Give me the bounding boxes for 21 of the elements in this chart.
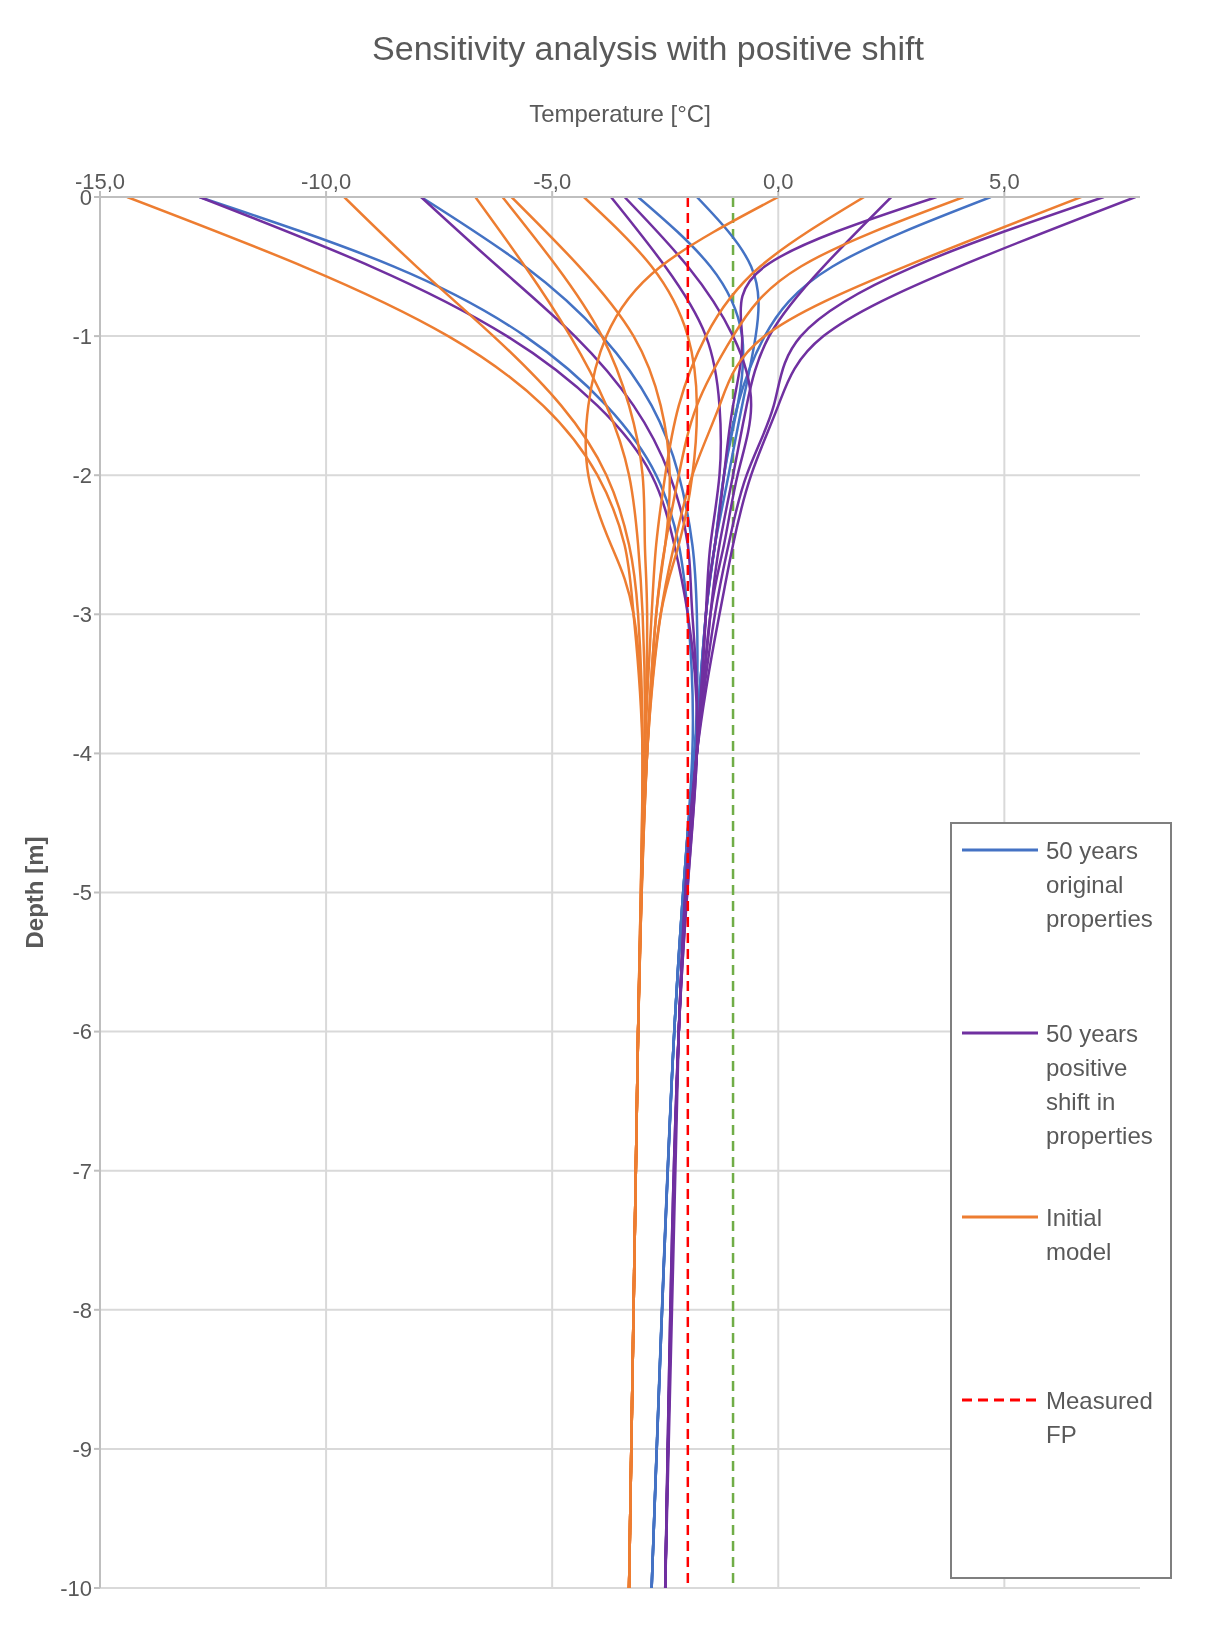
- y-tick-label: -8: [72, 1297, 92, 1323]
- legend-label: Measured FP: [1046, 1385, 1154, 1450]
- y-tick-label: -7: [72, 1158, 92, 1184]
- y-tick-label: -9: [72, 1436, 92, 1462]
- x-tick-label: 5,0: [989, 169, 1020, 194]
- y-tick-label: -4: [72, 741, 92, 767]
- y-tick-label: -1: [72, 323, 92, 349]
- y-tick-label: -3: [72, 602, 92, 628]
- y-tick-label: -10: [60, 1575, 92, 1601]
- chart-title: Sensitivity analysis with positive shift: [372, 28, 924, 68]
- legend-label: 50 years original properties: [1046, 836, 1154, 934]
- y-tick-label: -6: [72, 1019, 92, 1045]
- x-tick-label: -5,0: [533, 169, 572, 194]
- legend-label: 50 years positive shift in properties: [1046, 1019, 1154, 1152]
- x-axis-title: Temperature [°C]: [529, 100, 711, 128]
- y-axis-title: Depth [m]: [20, 836, 48, 949]
- x-tick-label: 0,0: [762, 169, 794, 194]
- x-tick-label: -10,0: [301, 169, 352, 194]
- legend-label: Initial model: [1046, 1202, 1113, 1267]
- y-tick-label: -5: [72, 880, 92, 906]
- y-tick-label: -2: [72, 463, 92, 489]
